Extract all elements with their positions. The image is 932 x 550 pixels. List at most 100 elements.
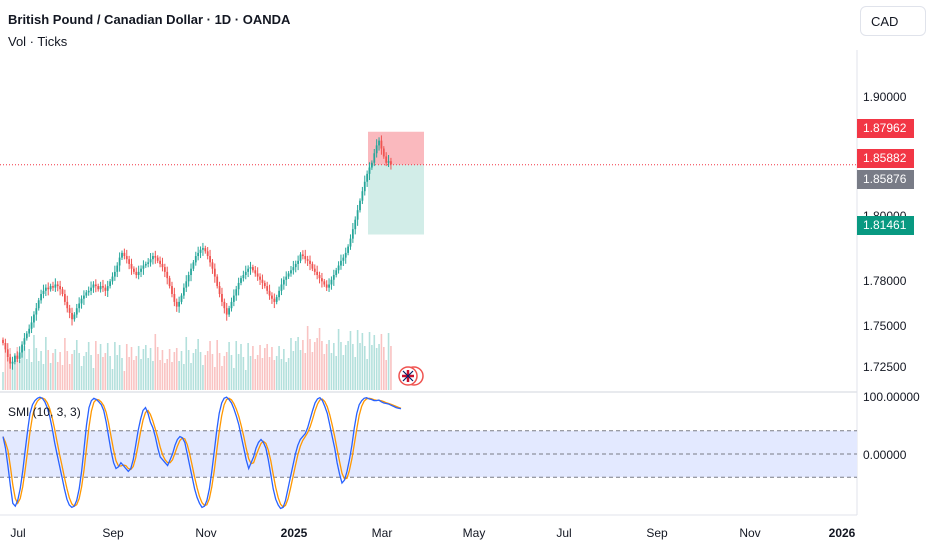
candle-body — [192, 262, 195, 269]
volume-bar — [109, 356, 111, 390]
volume-bar — [216, 340, 218, 390]
candle-body — [282, 279, 285, 285]
candle-body — [163, 267, 166, 272]
candle-body — [147, 262, 150, 264]
stop-price-tag[interactable]: 1.87962 — [857, 119, 914, 138]
smi-line — [2, 396, 402, 510]
volume-bar — [152, 361, 154, 390]
volume-bar — [83, 356, 85, 390]
candle-body — [175, 301, 178, 307]
volume-bar — [249, 356, 252, 390]
volume-bar — [130, 347, 133, 390]
candle-body — [266, 286, 269, 291]
candle-body — [209, 256, 211, 263]
volume-bar — [183, 364, 185, 390]
candle-body — [356, 210, 359, 220]
candle-body — [318, 275, 321, 279]
candle-body — [244, 271, 247, 276]
volume-bar — [121, 358, 123, 390]
candle-body — [340, 260, 342, 266]
candle-body — [287, 273, 290, 277]
candle-body — [194, 256, 197, 263]
candle-body — [102, 286, 104, 288]
candle-body — [56, 284, 59, 287]
candle-body — [306, 259, 309, 261]
candle-body — [18, 352, 21, 359]
candle-body — [73, 314, 76, 320]
candle-body — [156, 257, 159, 261]
candle-body — [237, 282, 240, 290]
smi-legend[interactable]: SMI (10, 3, 3) — [8, 405, 81, 419]
volume-bar — [40, 351, 42, 390]
candle-body — [144, 263, 147, 266]
candle-body — [44, 287, 47, 291]
candle-body — [380, 140, 383, 149]
candle-body — [113, 271, 116, 277]
volume-bar — [235, 341, 238, 390]
target-price-tag[interactable]: 1.81461 — [857, 216, 914, 235]
candle-body — [278, 290, 280, 298]
volume-bar — [206, 351, 209, 390]
volume-bar — [95, 341, 97, 390]
candle-body — [235, 289, 238, 296]
target-zone — [368, 164, 424, 235]
volume-legend[interactable]: Vol · Ticks — [8, 34, 68, 49]
candle-body — [106, 286, 109, 291]
candle-body — [28, 328, 31, 334]
candle-body — [273, 298, 276, 302]
volume-bar — [328, 340, 330, 390]
volume-bar — [292, 351, 295, 390]
volume-bar — [154, 334, 157, 390]
volume-bar — [73, 350, 76, 390]
volume-bar — [42, 364, 45, 390]
volume-bar — [373, 335, 376, 390]
current-price-tag[interactable]: 1.85882 — [857, 149, 914, 168]
currency-button[interactable]: CAD — [860, 6, 926, 36]
volume-bar — [16, 347, 19, 390]
volume-bar — [309, 339, 311, 390]
time-label-sep-2: Sep — [646, 526, 668, 540]
candle-body — [271, 295, 273, 299]
candle-body — [275, 297, 278, 302]
candle-body — [75, 308, 78, 315]
volume-bar — [64, 338, 66, 390]
volume-bar — [149, 348, 152, 390]
candle-body — [373, 153, 376, 163]
volume-bar — [306, 326, 309, 390]
volume-bar — [156, 347, 159, 390]
flag-diag-2 — [402, 370, 414, 382]
volume-bar — [228, 342, 230, 390]
candle-body — [63, 293, 66, 302]
candle-body — [182, 287, 185, 296]
volume-bar — [237, 354, 240, 390]
volume-bar — [359, 343, 361, 390]
candle-body — [30, 322, 33, 329]
candle-body — [242, 275, 245, 279]
candle-body — [361, 191, 364, 201]
volume-bar — [271, 347, 273, 390]
volume-bar — [26, 359, 28, 390]
volume-bar — [363, 346, 366, 390]
time-label-2026: 2026 — [828, 526, 856, 540]
volume-bar — [92, 368, 95, 390]
volume-bar — [90, 355, 92, 390]
volume-bar — [302, 340, 304, 390]
candle-body — [61, 289, 64, 294]
candle-body — [292, 267, 295, 271]
symbol-title[interactable]: British Pound / Canadian Dollar · 1D · O… — [8, 12, 291, 27]
candle-body — [202, 248, 204, 250]
volume-bar — [145, 345, 147, 390]
volume-bar — [161, 350, 164, 390]
time-label-nov-2: Nov — [739, 526, 761, 540]
candle-body — [256, 273, 259, 277]
candle-body — [40, 293, 42, 301]
volume-bar — [230, 355, 233, 390]
candle-body — [299, 254, 302, 261]
time-label-jul: Jul — [10, 526, 26, 540]
candle-body — [9, 357, 12, 364]
volume-bar — [330, 353, 333, 390]
candle-body — [178, 301, 181, 307]
volume-bar — [106, 343, 109, 390]
candle-body — [311, 263, 314, 269]
